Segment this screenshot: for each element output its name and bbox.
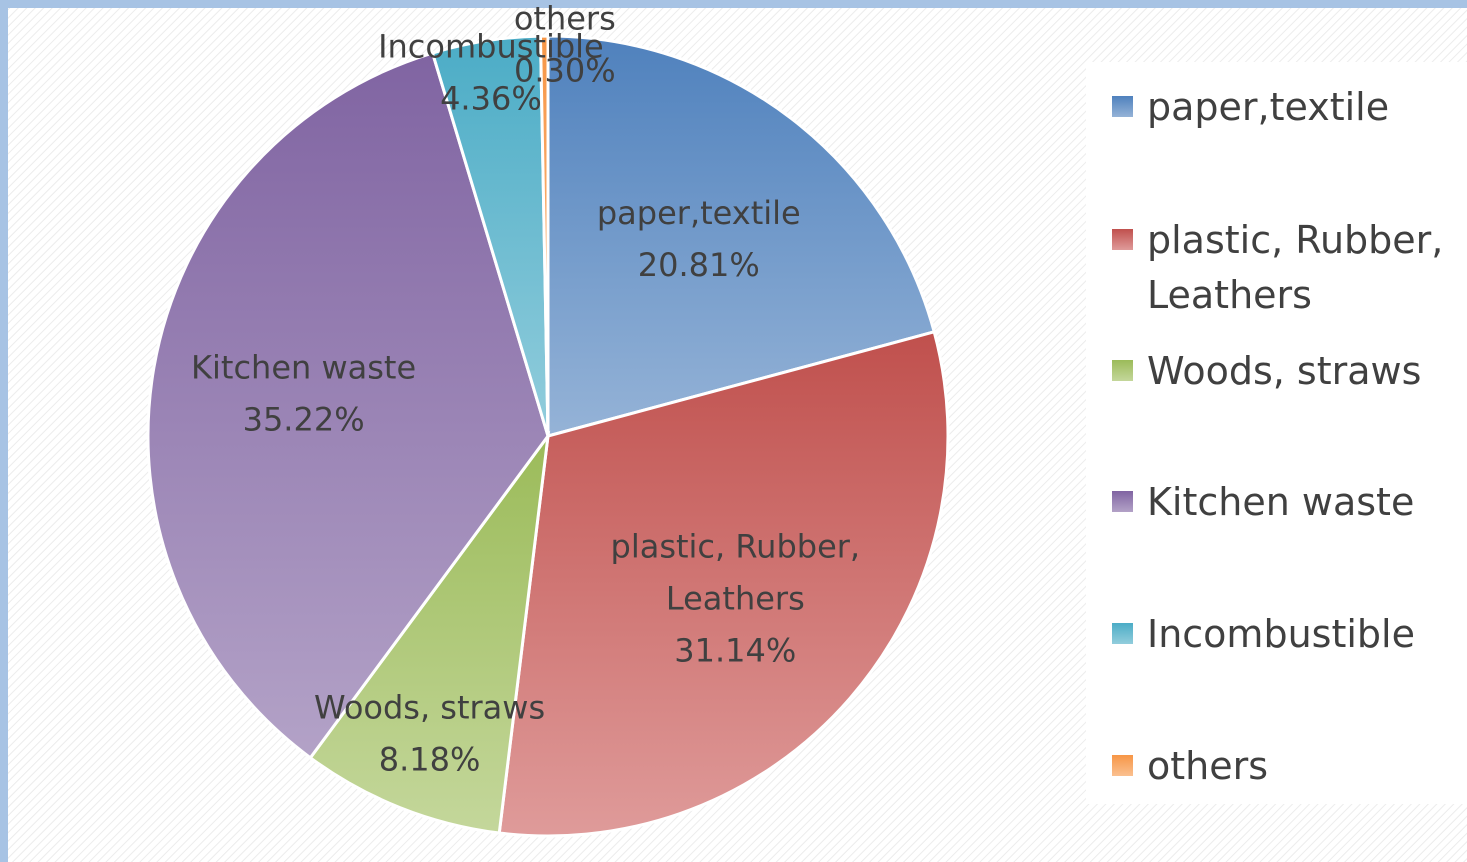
legend-label: Kitchen waste: [1147, 480, 1414, 524]
legend-label-line: Woods, straws: [1147, 349, 1421, 393]
legend-label-line: Incombustible: [1147, 612, 1415, 656]
legend-item-kitchen-waste: Kitchen waste: [1112, 480, 1414, 524]
data-label-others: others 0.30%: [514, 0, 616, 89]
data-label-plastic-rubber-leathers: plastic, Rubber, Leathers 31.14%: [611, 528, 861, 670]
data-labels: paper,textile 20.81% plastic, Rubber, Leath…: [191, 0, 860, 778]
legend-item-others: others: [1112, 744, 1268, 788]
pie-slices: [146, 34, 950, 838]
data-label-category: Incombustible: [378, 28, 604, 66]
legend-swatch: [1112, 755, 1133, 776]
legend-label: Incombustible: [1147, 612, 1415, 656]
data-label-kitchen-waste: Kitchen waste 35.22%: [191, 349, 416, 439]
legend-label: Woods, straws: [1147, 349, 1421, 393]
data-label-value: 31.14%: [674, 632, 796, 670]
legend-label-line: paper,textile: [1147, 85, 1389, 129]
data-label-category: paper,textile: [597, 194, 801, 232]
legend-swatch: [1112, 623, 1133, 644]
data-label-value: 4.36%: [440, 80, 542, 118]
pie-slice-plastic-rubber-leathers: [497, 330, 950, 838]
pie-slice-woods-straws: [308, 430, 551, 835]
legend-label-line: Kitchen waste: [1147, 480, 1414, 524]
legend-swatch: [1112, 360, 1133, 381]
legend: paper,textile plastic, Rubber, Leathers Woo…: [1112, 85, 1443, 788]
data-label-category: others: [514, 0, 616, 37]
legend-label: plastic, Rubber, Leathers: [1147, 218, 1443, 317]
data-label-category: plastic, Rubber,: [611, 528, 861, 566]
legend-label: others: [1147, 744, 1268, 788]
legend-swatch: [1112, 491, 1133, 512]
pie-slice-kitchen-waste: [146, 51, 550, 760]
data-label-category: Woods, straws: [314, 688, 545, 726]
legend-swatch: [1112, 96, 1133, 117]
legend-item-paper-textile: paper,textile: [1112, 85, 1389, 129]
pie-slice-paper-textile: [546, 34, 937, 438]
legend-label-line: plastic, Rubber,: [1147, 218, 1443, 262]
data-label-paper-textile: paper,textile 20.81%: [597, 194, 801, 284]
legend-item-woods-straws: Woods, straws: [1112, 349, 1421, 393]
data-label-value: 8.18%: [379, 740, 481, 778]
data-label-value: 0.30%: [514, 51, 616, 89]
data-label-category: Leathers: [666, 580, 805, 618]
data-label-woods-straws: Woods, straws 8.18%: [314, 688, 545, 778]
data-label-category: Kitchen waste: [191, 349, 416, 387]
legend-item-incombustible: Incombustible: [1112, 612, 1415, 656]
legend-item-plastic-rubber-leathers: plastic, Rubber, Leathers: [1112, 218, 1443, 317]
data-label-incombustible: Incombustible 4.36%: [378, 28, 604, 118]
data-label-value: 35.22%: [243, 401, 365, 439]
legend-label-line: others: [1147, 744, 1268, 788]
data-label-value: 20.81%: [638, 246, 760, 284]
legend-background: [1086, 62, 1467, 804]
legend-swatch: [1112, 229, 1133, 250]
legend-label: paper,textile: [1147, 85, 1389, 129]
pie-slice-others: [538, 34, 550, 437]
legend-label-line: Leathers: [1147, 273, 1312, 317]
